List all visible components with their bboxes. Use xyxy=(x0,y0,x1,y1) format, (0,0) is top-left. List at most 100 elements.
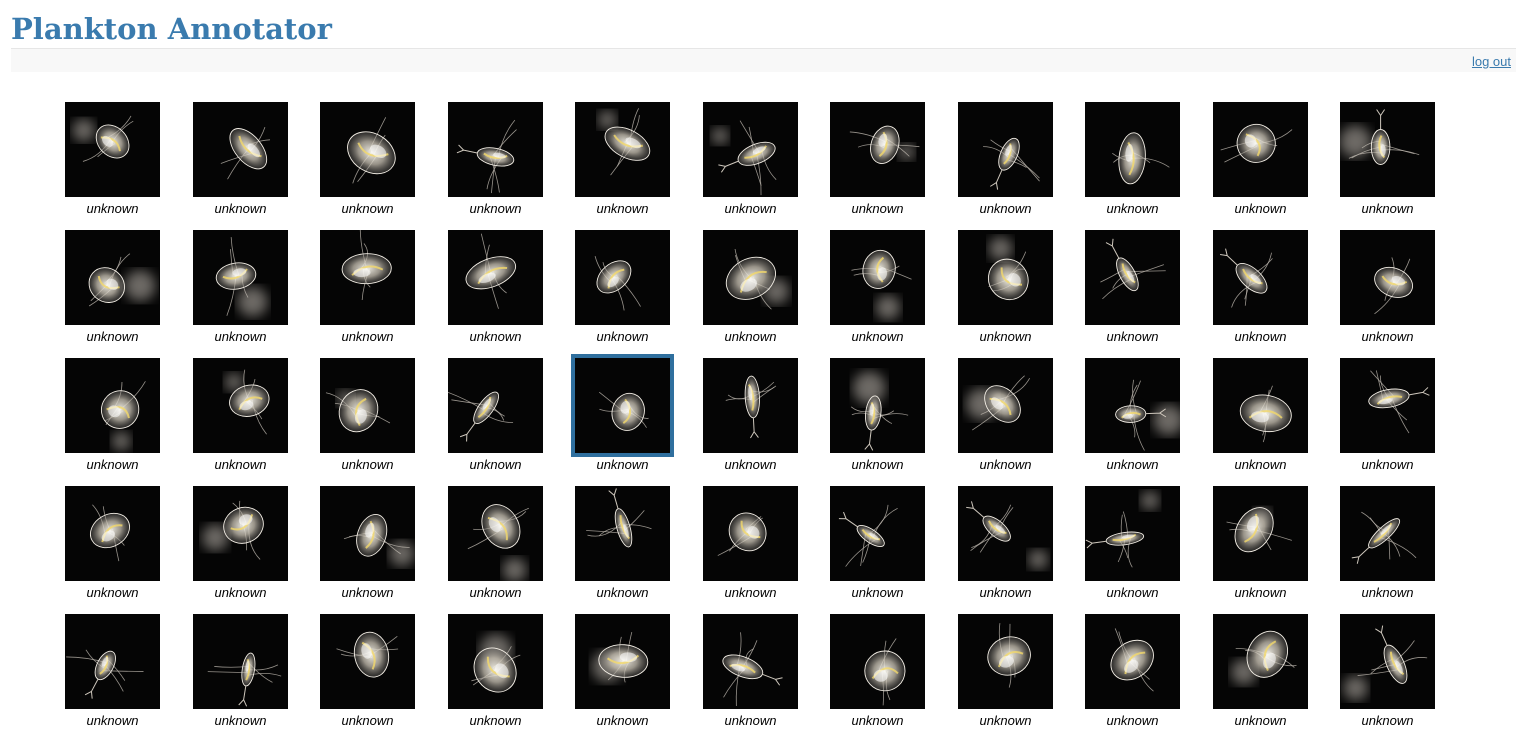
daphnia-image[interactable] xyxy=(958,614,1053,709)
specimen-tile[interactable]: unknown xyxy=(65,230,160,348)
copepod-image[interactable] xyxy=(830,486,925,581)
copepod-image[interactable] xyxy=(703,614,798,709)
specimen-tile[interactable]: unknown xyxy=(65,614,160,732)
specimen-tile[interactable]: unknown xyxy=(830,230,925,348)
daphnia-image[interactable] xyxy=(703,486,798,581)
daphnia-image[interactable] xyxy=(320,614,415,709)
specimen-tile[interactable]: unknown xyxy=(1085,230,1180,348)
daphnia-image[interactable] xyxy=(830,614,925,709)
daphnia-image[interactable] xyxy=(1340,230,1435,325)
specimen-tile[interactable]: unknown xyxy=(193,358,288,476)
copepod-image[interactable] xyxy=(1340,102,1435,197)
daphnia-image[interactable] xyxy=(958,358,1053,453)
daphnia-image[interactable] xyxy=(320,358,415,453)
specimen-tile[interactable]: unknown xyxy=(958,486,1053,604)
daphnia-image[interactable] xyxy=(1213,358,1308,453)
daphnia-image[interactable] xyxy=(320,102,415,197)
daphnia-image[interactable] xyxy=(193,230,288,325)
specimen-tile[interactable]: unknown xyxy=(320,230,415,348)
logout-link[interactable]: log out xyxy=(1471,54,1511,69)
daphnia-image[interactable] xyxy=(65,230,160,325)
daphnia-image[interactable] xyxy=(1085,614,1180,709)
specimen-tile[interactable]: unknown xyxy=(448,230,543,348)
copepod-image[interactable] xyxy=(830,358,925,453)
specimen-tile[interactable]: unknown xyxy=(320,102,415,220)
daphnia-image[interactable] xyxy=(448,614,543,709)
specimen-tile[interactable]: unknown xyxy=(1340,614,1435,732)
copepod-image[interactable] xyxy=(958,102,1053,197)
specimen-tile[interactable]: unknown xyxy=(958,102,1053,220)
daphnia-image[interactable] xyxy=(703,230,798,325)
copepod-image[interactable] xyxy=(1085,358,1180,453)
copepod-image[interactable] xyxy=(193,614,288,709)
specimen-tile[interactable]: unknown xyxy=(1085,102,1180,220)
specimen-tile[interactable]: unknown xyxy=(958,614,1053,732)
daphnia-image[interactable] xyxy=(65,102,160,197)
daphnia-image[interactable] xyxy=(193,486,288,581)
daphnia-image[interactable] xyxy=(448,230,543,325)
specimen-tile[interactable]: unknown xyxy=(575,614,670,732)
specimen-tile[interactable]: unknown xyxy=(1213,230,1308,348)
specimen-tile[interactable]: unknown xyxy=(703,614,798,732)
daphnia-image[interactable] xyxy=(575,102,670,197)
daphnia-image[interactable] xyxy=(830,230,925,325)
specimen-tile[interactable]: unknown xyxy=(1085,614,1180,732)
specimen-tile[interactable]: unknown xyxy=(830,102,925,220)
copepod-image[interactable] xyxy=(703,102,798,197)
specimen-tile[interactable]: unknown xyxy=(703,358,798,476)
specimen-tile[interactable]: unknown xyxy=(1213,614,1308,732)
specimen-tile[interactable]: unknown xyxy=(193,486,288,604)
specimen-tile[interactable]: unknown xyxy=(703,102,798,220)
specimen-tile[interactable]: unknown xyxy=(65,358,160,476)
copepod-image[interactable] xyxy=(1085,486,1180,581)
specimen-tile[interactable]: unknown xyxy=(830,614,925,732)
specimen-tile[interactable]: unknown xyxy=(958,358,1053,476)
copepod-image[interactable] xyxy=(65,614,160,709)
specimen-tile[interactable]: unknown xyxy=(703,230,798,348)
copepod-image[interactable] xyxy=(1340,486,1435,581)
specimen-tile[interactable]: unknown xyxy=(193,614,288,732)
specimen-tile[interactable]: unknown xyxy=(575,230,670,348)
daphnia-image[interactable] xyxy=(1213,102,1308,197)
copepod-image[interactable] xyxy=(575,486,670,581)
daphnia-image[interactable] xyxy=(320,486,415,581)
specimen-tile[interactable]: unknown xyxy=(448,614,543,732)
copepod-image[interactable] xyxy=(448,102,543,197)
daphnia-image[interactable] xyxy=(193,358,288,453)
copepod-image[interactable] xyxy=(1085,230,1180,325)
specimen-tile[interactable]: unknown xyxy=(575,486,670,604)
copepod-image[interactable] xyxy=(1213,230,1308,325)
specimen-tile[interactable]: unknown xyxy=(1213,358,1308,476)
daphnia-image[interactable] xyxy=(575,614,670,709)
specimen-tile[interactable]: unknown xyxy=(703,486,798,604)
specimen-tile[interactable]: unknown xyxy=(1340,102,1435,220)
daphnia-image[interactable] xyxy=(65,358,160,453)
daphnia-image[interactable] xyxy=(571,354,674,457)
specimen-tile[interactable]: unknown xyxy=(575,102,670,220)
daphnia-image[interactable] xyxy=(193,102,288,197)
daphnia-image[interactable] xyxy=(575,230,670,325)
specimen-tile[interactable]: unknown xyxy=(448,486,543,604)
daphnia-image[interactable] xyxy=(1213,614,1308,709)
copepod-image[interactable] xyxy=(1340,358,1435,453)
daphnia-image[interactable] xyxy=(448,486,543,581)
specimen-tile[interactable]: unknown xyxy=(1213,486,1308,604)
copepod-image[interactable] xyxy=(448,358,543,453)
daphnia-image[interactable] xyxy=(830,102,925,197)
specimen-tile[interactable]: unknown xyxy=(958,230,1053,348)
specimen-tile[interactable]: unknown xyxy=(830,358,925,476)
specimen-tile[interactable]: unknown xyxy=(193,102,288,220)
specimen-tile[interactable]: unknown xyxy=(830,486,925,604)
specimen-tile[interactable]: unknown xyxy=(1340,230,1435,348)
daphnia-image[interactable] xyxy=(958,230,1053,325)
specimen-tile[interactable]: unknown xyxy=(1340,358,1435,476)
specimen-tile[interactable]: unknown xyxy=(320,614,415,732)
specimen-tile[interactable]: unknown xyxy=(1340,486,1435,604)
specimen-tile[interactable]: unknown xyxy=(448,102,543,220)
specimen-tile[interactable]: unknown xyxy=(1085,358,1180,476)
daphnia-image[interactable] xyxy=(1085,102,1180,197)
specimen-tile[interactable]: unknown xyxy=(65,102,160,220)
daphnia-image[interactable] xyxy=(65,486,160,581)
specimen-tile[interactable]: unknown xyxy=(571,354,674,476)
specimen-tile[interactable]: unknown xyxy=(1213,102,1308,220)
